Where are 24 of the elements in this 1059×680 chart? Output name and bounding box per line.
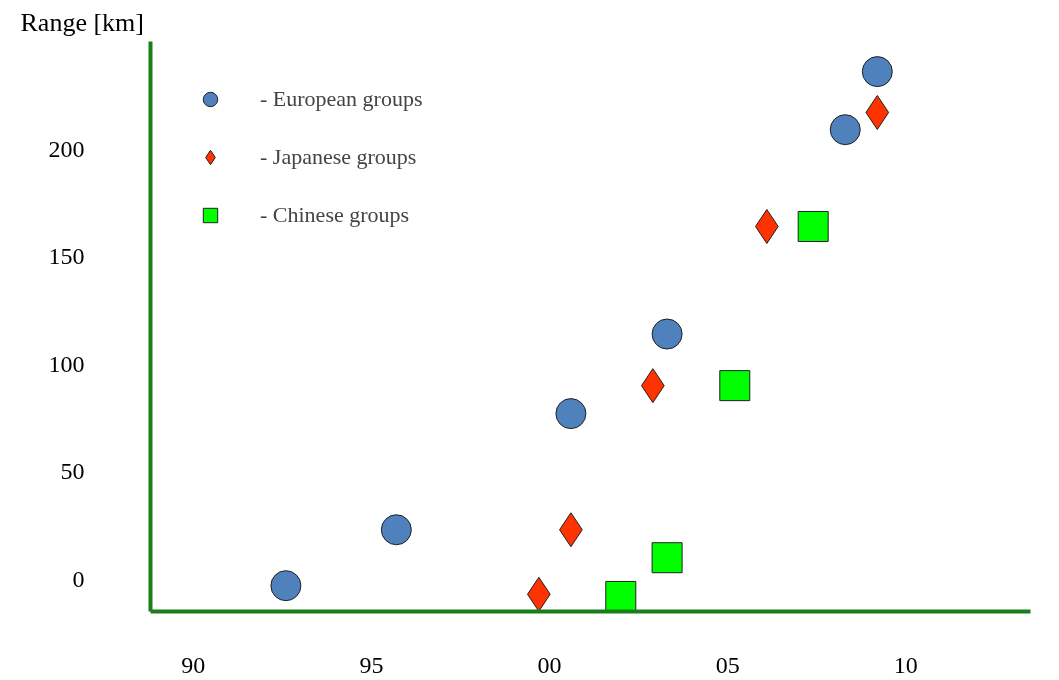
point (651, 542, 683, 574)
point (861, 56, 893, 88)
point (555, 398, 587, 430)
y-tick-label: 150 (48, 243, 85, 270)
legend-label: - Chinese groups (260, 202, 410, 228)
point (380, 514, 412, 546)
x-tick-label: 00 (537, 651, 562, 678)
legend-label: - Japanese groups (260, 144, 417, 170)
y-tick-label: 100 (48, 350, 85, 377)
y-tick-label: 200 (48, 135, 85, 162)
point (270, 570, 302, 602)
x-tick-label: 05 (715, 651, 740, 678)
point (797, 210, 829, 242)
legend-label: - European groups (260, 86, 423, 112)
x-tick-label: 10 (893, 651, 918, 678)
point (605, 580, 637, 612)
point (829, 114, 861, 146)
point (651, 318, 683, 350)
x-tick-label: 90 (181, 651, 206, 678)
point (719, 370, 751, 402)
x-tick-label: 95 (359, 651, 384, 678)
y-tick-label: 0 (72, 565, 85, 592)
y-axis-title: Range [km] (20, 7, 144, 37)
y-tick-label: 50 (60, 458, 85, 485)
